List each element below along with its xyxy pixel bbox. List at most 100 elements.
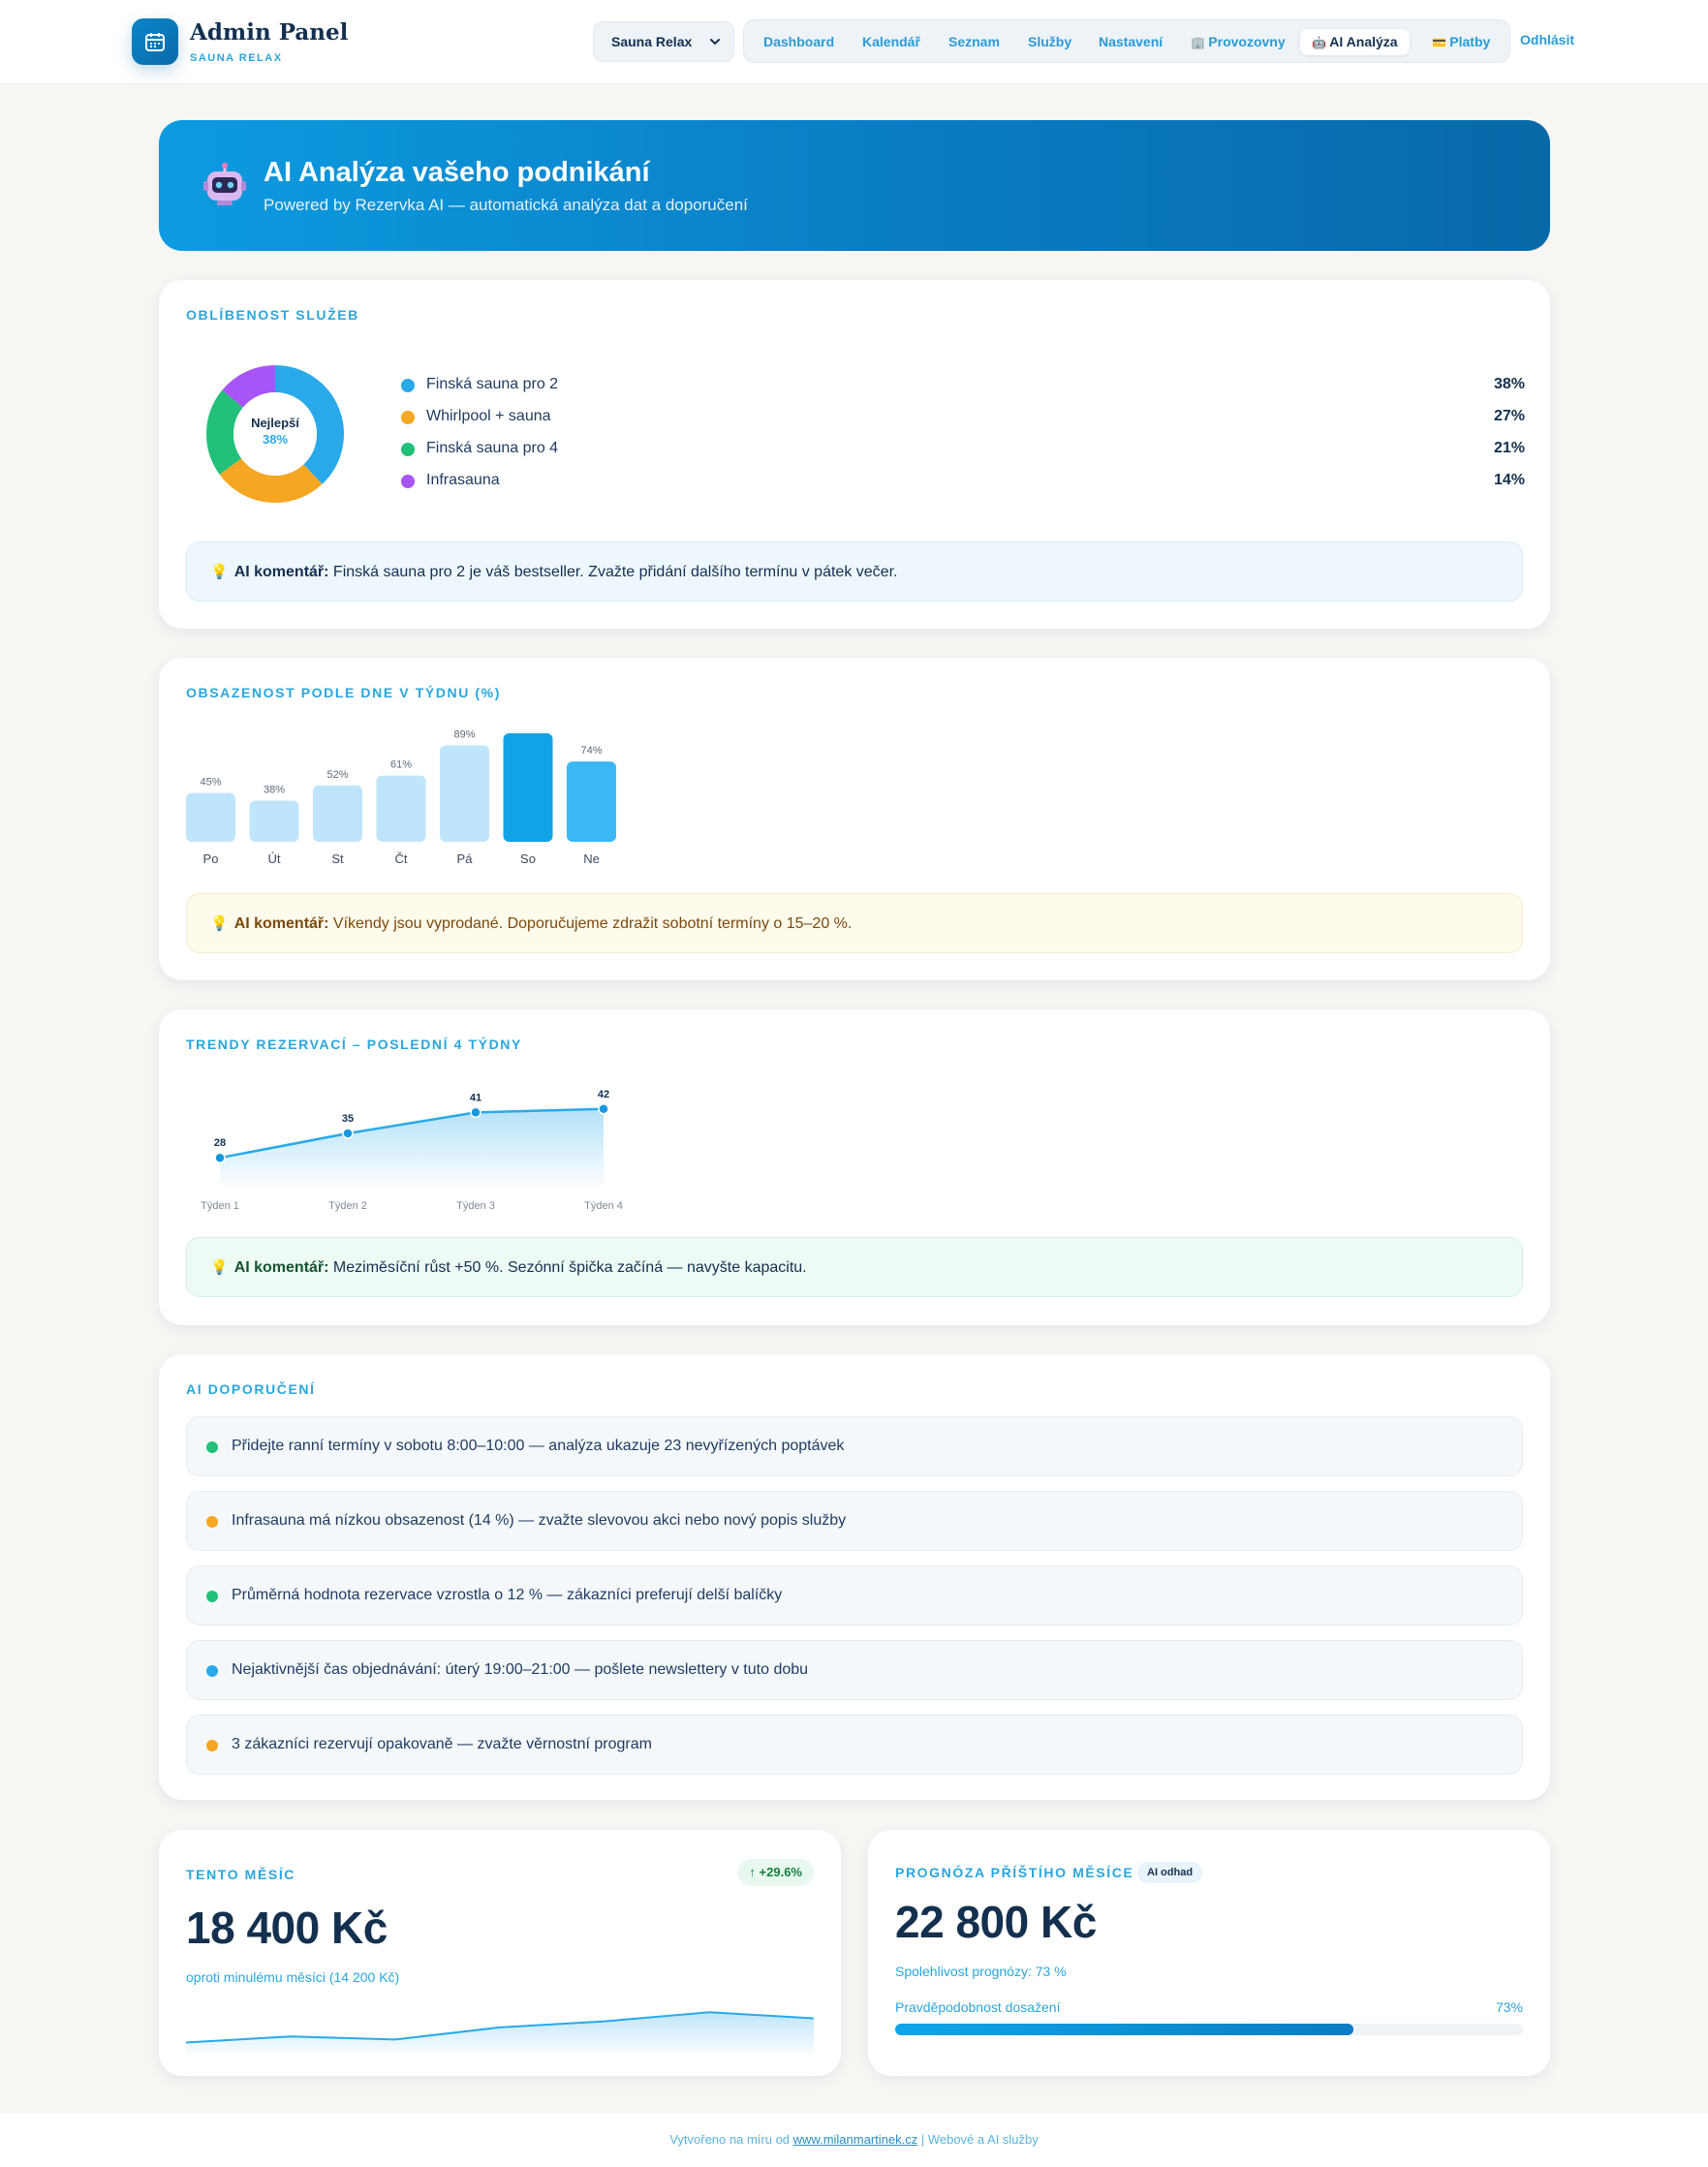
bar-category-label: So [520, 851, 536, 866]
hero-subtitle: Powered by Rezervka AI — automatická ana… [264, 196, 748, 214]
building-icon: 🏢 [1191, 36, 1209, 49]
nav-settings[interactable]: Nastavení [1099, 34, 1164, 49]
line-point [342, 1128, 354, 1139]
forecast-card: PROGNÓZA PŘÍŠTÍHO MĚSÍCE AI odhad 22 800… [868, 1830, 1550, 2076]
top-bar: Admin Panel SAUNA RELAX Sauna Relax Dash… [0, 0, 1708, 84]
lightbulb-icon: 💡 [210, 1259, 229, 1276]
location-select-value: Sauna Relax [611, 34, 693, 49]
trends-line-chart: 28 Týden 1 35 Týden 2 41 Týden 3 42 Týden 4 [201, 1089, 623, 1212]
bar-category-label: Po [203, 851, 219, 866]
location-select[interactable]: Sauna Relax [593, 21, 734, 62]
recommendation-text: Průměrná hodnota rezervace vzrostla o 12… [232, 1587, 783, 1603]
popularity-ai-comment: 💡 AI komentář: Finská sauna pro 2 je váš … [186, 542, 1523, 602]
probability-progress-bar [895, 2024, 1523, 2035]
nav-list[interactable]: Seznam [948, 34, 1000, 49]
comment-label: AI komentář: [233, 915, 329, 932]
hero-title: AI Analýza vašeho podnikání [264, 157, 650, 188]
growth-badge: ↑ +29.6% [737, 1859, 814, 1886]
donut-slice [274, 365, 344, 484]
nav-locations-label: Provozovny [1208, 34, 1286, 49]
forecast-title: PROGNÓZA PŘÍŠTÍHO MĚSÍCE [895, 1865, 1134, 1880]
legend-label: Whirlpool + sauna [426, 408, 551, 424]
recommendations-title: AI DOPORUČENÍ [186, 1381, 316, 1397]
popularity-title: OBLÍBENOST SLUŽEB [186, 307, 359, 323]
this-month-title: TENTO MĚSÍC [186, 1867, 296, 1882]
comment-label: AI komentář: [233, 564, 329, 580]
bar-category-label: Út [268, 851, 281, 866]
line-data-label: 41 [470, 1092, 481, 1103]
legend-value: 14% [1493, 472, 1525, 488]
bar [503, 733, 553, 842]
recommendations-card: AI DOPORUČENÍ Přidejte ranní termíny v s… [159, 1354, 1550, 1800]
bar [249, 800, 299, 842]
legend-value: 27% [1493, 408, 1525, 424]
recommendation-text: Přidejte ranní termíny v sobotu 8:00–10:… [232, 1438, 845, 1454]
bar [313, 785, 362, 842]
bar-category-label: Čt [395, 851, 408, 866]
line-point [214, 1152, 226, 1163]
donut-slice [206, 389, 244, 475]
donut-slice [222, 365, 276, 409]
lightbulb-icon: 💡 [210, 915, 229, 932]
legend-value: 21% [1493, 440, 1525, 456]
lightbulb-icon: 💡 [210, 564, 229, 580]
nav-services[interactable]: Služby [1028, 34, 1072, 49]
line-point [598, 1103, 609, 1115]
bar-data-label: 52% [326, 769, 348, 781]
chevron-down-icon [710, 39, 720, 46]
recommendation-item: 3 zákazníci rezervují opakovaně — zvažte… [186, 1715, 1523, 1775]
line-category-label: Týden 3 [456, 1200, 495, 1212]
probability-label: Pravděpodobnost dosažení [895, 1999, 1061, 2015]
legend-label: Finská sauna pro 2 [426, 376, 559, 392]
donut-hole [233, 392, 317, 476]
footer-link[interactable]: www.milanmartinek.cz [792, 2132, 918, 2147]
line-data-label: 42 [598, 1089, 609, 1100]
logout-link[interactable]: Odhlásit [1520, 32, 1575, 47]
bar-data-label: 45% [200, 777, 221, 789]
footer: Vytvořeno na míru od www.milanmartinek.c… [0, 2113, 1708, 2167]
sparkline-area [186, 2012, 814, 2055]
this-month-value: 18 400 Kč [186, 1903, 388, 1953]
comment-text: Finská sauna pro 2 je váš bestseller. Zv… [328, 564, 898, 580]
nav-locations[interactable]: 🏢 Provozovny [1191, 29, 1286, 55]
status-dot [206, 1441, 218, 1453]
legend-dot [401, 411, 415, 424]
legend-item: Infrasauna 14% [401, 470, 1525, 493]
legend-item: Finská sauna pro 4 21% [401, 438, 1525, 461]
calendar-icon[interactable] [132, 18, 178, 65]
legend-label: Infrasauna [426, 472, 500, 488]
occupancy-card: OBSAZENOST PODLE DNE V TÝDNU (%) 45% Po 38… [159, 658, 1550, 980]
comment-text: Meziměsíční růst +50 %. Sezónní špička z… [328, 1259, 807, 1276]
line-point [470, 1106, 481, 1119]
bar-data-label: 38% [264, 784, 285, 795]
comment-label: AI komentář: [233, 1259, 329, 1276]
nav-payments-label: Platby [1449, 34, 1491, 49]
bar-data-label: 89% [453, 728, 475, 740]
bar-data-label: 74% [580, 745, 602, 757]
robot-icon: 🤖 [1312, 36, 1330, 49]
footer-suffix: | Webové a AI služby [917, 2132, 1039, 2147]
status-dot [206, 1665, 218, 1677]
nav-dashboard[interactable]: Dashboard [763, 34, 835, 49]
this-month-card: TENTO MĚSÍC ↑ +29.6% 18 400 Kč oproti mi… [159, 1830, 841, 2076]
trends-title: TRENDY REZERVACÍ – POSLEDNÍ 4 TÝDNY [186, 1037, 522, 1052]
forecast-reliability: Spolehlivost prognózy: 73 % [895, 1964, 1067, 1979]
bar [567, 761, 616, 842]
probability-progress-fill [895, 2024, 1354, 2035]
card-icon: 💳 [1432, 36, 1450, 49]
nav-ai-analysis[interactable]: 🤖 AI Analýza [1300, 29, 1410, 55]
nav-payments[interactable]: 💳 Platby [1432, 29, 1490, 55]
occupancy-title: OBSAZENOST PODLE DNE V TÝDNU (%) [186, 685, 501, 700]
recommendation-item: Průměrná hodnota rezervace vzrostla o 12… [186, 1565, 1523, 1625]
probability-value: 73% [1495, 1999, 1523, 2015]
nav-calendar[interactable]: Kalendář [862, 34, 920, 49]
legend-dot [401, 443, 415, 456]
recommendation-text: Infrasauna má nízkou obsazenost (14 %) —… [232, 1512, 847, 1529]
bar-category-label: Ne [583, 851, 600, 866]
status-dot [206, 1591, 218, 1602]
line-category-label: Týden 1 [201, 1200, 239, 1212]
bar-data-label: 61% [390, 759, 412, 771]
donut-slice [219, 457, 323, 503]
donut-center-value: 38% [262, 432, 289, 447]
comment-text: Víkendy jsou vyprodané. Doporučujeme zdr… [328, 915, 853, 932]
